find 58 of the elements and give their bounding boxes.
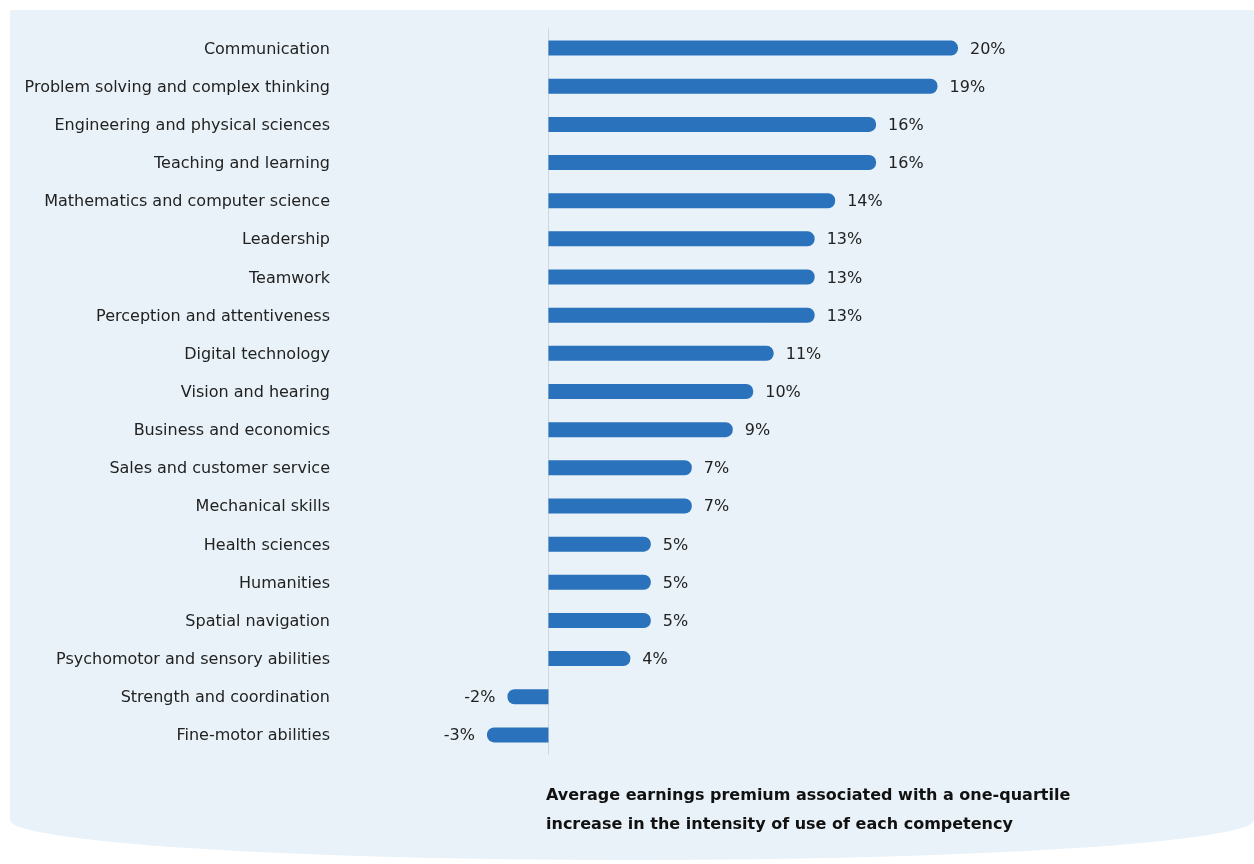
bar <box>548 78 938 94</box>
y-tick-label: Psychomotor and sensory abilities <box>56 649 330 669</box>
y-tick-label: Mathematics and computer science <box>44 191 330 211</box>
x-axis-title: Average earnings premium associated with a one-quartile increase in the intensity of use of each competency <box>546 785 1076 833</box>
bar <box>548 384 754 399</box>
bar <box>548 307 815 323</box>
bar <box>548 155 877 171</box>
y-tick-label: Spatial navigation <box>185 610 330 630</box>
bar <box>548 612 651 628</box>
data-label: 20% <box>970 38 1006 58</box>
y-tick-label: Vision and hearing <box>180 382 330 401</box>
data-label: -3% <box>443 725 475 745</box>
bar <box>548 269 815 285</box>
y-tick-label: Fine-motor abilities <box>176 725 330 745</box>
y-tick-label: Sales and customer service <box>109 458 330 478</box>
data-label: 13% <box>826 229 863 249</box>
y-tick-label: Digital technology <box>184 343 330 363</box>
y-tick-label: Perception and attentiveness <box>96 305 330 325</box>
bar <box>548 116 877 132</box>
y-tick-label: Mechanical skills <box>195 496 330 516</box>
data-label: 5% <box>662 610 689 630</box>
y-tick-label: Health sciences <box>203 534 330 554</box>
y-tick-label: Leadership <box>242 229 330 249</box>
data-label: 13% <box>826 305 863 325</box>
bar <box>487 727 549 743</box>
bar <box>507 689 549 705</box>
data-label: 14% <box>847 191 883 211</box>
bar <box>548 40 958 56</box>
y-tick-label: Business and economics <box>133 420 330 440</box>
data-label: -2% <box>464 687 496 707</box>
data-label: 13% <box>826 267 863 287</box>
y-tick-label: Humanities <box>238 572 330 592</box>
data-label: 11% <box>785 343 822 363</box>
data-label: 7% <box>703 496 730 516</box>
bar <box>548 574 651 590</box>
bar <box>548 231 815 247</box>
data-label: 5% <box>662 534 689 554</box>
y-tick-label: Strength and coordination <box>120 687 330 707</box>
data-label: 19% <box>949 76 986 96</box>
y-tick-label: Teaching and learning <box>153 153 330 173</box>
bar <box>548 422 733 438</box>
data-label: 7% <box>703 458 730 478</box>
data-label: 5% <box>662 572 689 592</box>
y-tick-label: Problem solving and complex thinking <box>24 76 330 96</box>
data-label: 4% <box>642 649 668 669</box>
data-label: 16% <box>888 153 924 173</box>
data-label: 9% <box>744 420 771 440</box>
bar <box>548 193 836 209</box>
y-tick-label: Communication <box>203 38 330 58</box>
data-label: 10% <box>765 382 801 401</box>
bar <box>548 345 774 361</box>
bar <box>548 536 651 552</box>
y-tick-label: Engineering and physical sciences <box>54 114 330 134</box>
bar <box>548 651 631 667</box>
bar <box>548 460 692 476</box>
y-tick-label: Teamwork <box>247 267 331 287</box>
bar <box>548 498 692 514</box>
data-label: 16% <box>888 114 924 134</box>
